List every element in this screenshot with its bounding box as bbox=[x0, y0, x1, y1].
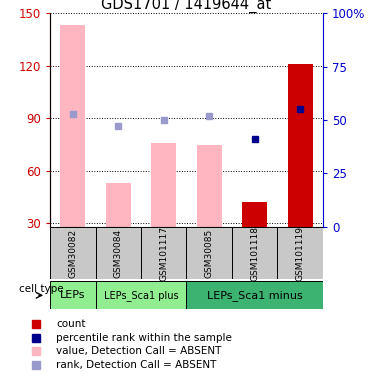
Bar bbox=[96, 281, 187, 309]
Bar bbox=[106, 183, 131, 227]
Bar bbox=[278, 227, 323, 279]
Text: count: count bbox=[56, 319, 86, 328]
Text: GSM30082: GSM30082 bbox=[68, 228, 77, 278]
Bar bbox=[151, 143, 176, 227]
Bar bbox=[232, 227, 278, 279]
Bar bbox=[187, 281, 323, 309]
Text: GSM30084: GSM30084 bbox=[114, 228, 123, 278]
Bar bbox=[242, 202, 267, 227]
Bar bbox=[96, 227, 141, 279]
Text: GSM101118: GSM101118 bbox=[250, 226, 259, 280]
Text: rank, Detection Call = ABSENT: rank, Detection Call = ABSENT bbox=[56, 360, 216, 370]
Text: GSM101119: GSM101119 bbox=[296, 226, 305, 280]
Bar bbox=[288, 64, 312, 227]
Text: LEPs_Sca1 minus: LEPs_Sca1 minus bbox=[207, 290, 302, 301]
Bar bbox=[141, 227, 187, 279]
Text: percentile rank within the sample: percentile rank within the sample bbox=[56, 333, 232, 342]
Bar bbox=[50, 227, 96, 279]
Text: LEPs_Sca1 plus: LEPs_Sca1 plus bbox=[104, 290, 178, 301]
Text: LEPs: LEPs bbox=[60, 290, 86, 300]
Title: GDS1701 / 1419644_at: GDS1701 / 1419644_at bbox=[101, 0, 272, 13]
Text: GSM30085: GSM30085 bbox=[205, 228, 214, 278]
Bar bbox=[187, 227, 232, 279]
Bar bbox=[50, 281, 96, 309]
Text: cell type: cell type bbox=[19, 284, 64, 294]
Text: GSM101117: GSM101117 bbox=[159, 226, 168, 280]
Bar bbox=[60, 26, 85, 227]
Bar bbox=[197, 144, 221, 227]
Text: value, Detection Call = ABSENT: value, Detection Call = ABSENT bbox=[56, 346, 221, 356]
